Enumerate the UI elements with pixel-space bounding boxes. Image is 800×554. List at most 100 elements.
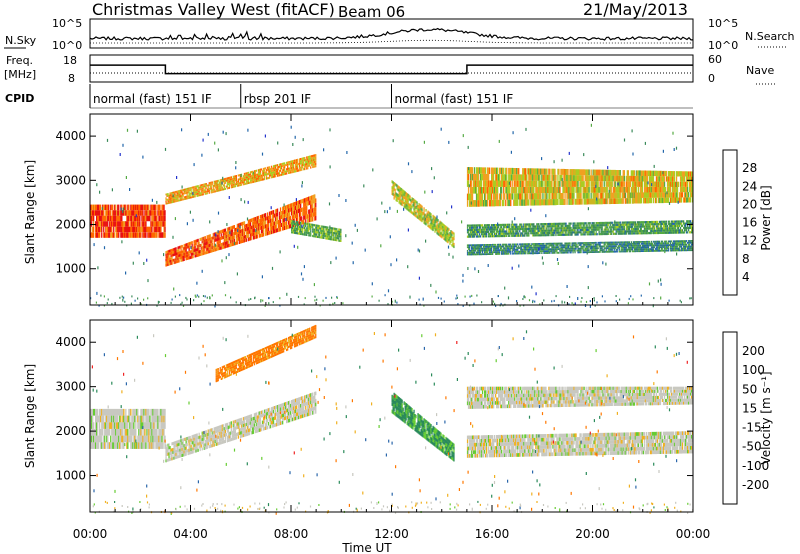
power-cell xyxy=(613,223,615,227)
power-cell xyxy=(93,215,95,222)
power-cell xyxy=(183,188,185,191)
power-cell xyxy=(672,192,675,198)
power-cell xyxy=(467,228,470,232)
power-cell xyxy=(192,188,194,191)
power-cell xyxy=(541,180,543,187)
power-cell xyxy=(170,262,172,265)
power-cell xyxy=(570,175,572,181)
power-cell xyxy=(561,199,563,205)
power-cell xyxy=(519,174,521,181)
power-cell xyxy=(250,179,253,182)
power-cell xyxy=(569,222,571,225)
power-cell xyxy=(393,184,395,188)
power-cell xyxy=(660,231,663,234)
power-cell xyxy=(177,197,179,200)
power-cell xyxy=(192,249,194,253)
power-cell xyxy=(201,237,203,241)
power-cell xyxy=(675,229,678,232)
power-cell xyxy=(176,194,178,197)
power-cell xyxy=(311,195,313,200)
power-cell xyxy=(580,226,582,229)
power-cell xyxy=(306,233,308,236)
power-cell xyxy=(648,181,651,187)
power-cell xyxy=(244,182,247,185)
power-cell xyxy=(204,239,206,243)
power-cell xyxy=(561,180,563,187)
power-cell xyxy=(529,174,531,181)
power-cell xyxy=(167,200,169,203)
power-cell xyxy=(672,171,675,177)
power-cell xyxy=(476,193,479,201)
power-cell xyxy=(201,184,203,186)
power-cell xyxy=(287,167,289,170)
power-cell xyxy=(609,169,611,176)
power-cell xyxy=(143,232,145,238)
power-cell xyxy=(282,218,284,223)
power-cell xyxy=(689,220,691,223)
power-cell xyxy=(171,256,173,260)
power-cell xyxy=(324,234,326,237)
power-cell xyxy=(406,204,408,208)
power-cell xyxy=(226,241,228,245)
power-cell xyxy=(599,233,601,236)
power-cell xyxy=(589,175,591,182)
power-cell xyxy=(217,234,219,238)
power-cell xyxy=(640,223,642,226)
power-cell xyxy=(604,224,606,227)
power-cell xyxy=(548,174,550,181)
power-cell xyxy=(539,199,541,206)
power-cell xyxy=(223,232,225,236)
power-cell xyxy=(326,232,328,236)
power-cell xyxy=(659,225,662,228)
power-cell xyxy=(530,227,532,230)
power-cell xyxy=(620,228,622,231)
power-cell xyxy=(291,164,293,167)
power-cell xyxy=(301,207,303,212)
power-cell xyxy=(327,237,329,240)
power-cell xyxy=(237,182,239,185)
power-cell xyxy=(469,224,472,227)
power-cell xyxy=(632,230,634,233)
power-cell xyxy=(257,219,260,224)
power-cell xyxy=(686,197,688,203)
power-cell xyxy=(466,200,469,207)
power-cell xyxy=(237,237,239,241)
power-cell xyxy=(259,226,262,230)
power-cell xyxy=(243,181,246,183)
power-cell xyxy=(508,223,510,226)
power-cell xyxy=(309,213,311,218)
power-cell xyxy=(497,167,499,174)
power-cell xyxy=(103,215,105,222)
power-cell xyxy=(392,192,394,196)
power-cell xyxy=(301,166,303,169)
power-cell xyxy=(313,154,315,157)
power-cell xyxy=(404,191,406,195)
power-cell xyxy=(545,223,547,226)
power-cell xyxy=(266,173,269,176)
power-cell xyxy=(614,223,616,227)
power-cell xyxy=(498,232,500,235)
power-cell xyxy=(262,221,265,226)
power-cell xyxy=(683,187,685,193)
power-cell xyxy=(657,170,660,177)
power-cell xyxy=(524,199,526,206)
power-cell xyxy=(580,175,582,182)
power-cell xyxy=(433,215,435,219)
power-cell xyxy=(669,229,672,232)
power-cell xyxy=(497,230,499,233)
power-cell xyxy=(395,198,397,202)
power-cell xyxy=(554,193,556,200)
power-cell xyxy=(660,225,663,228)
power-cell xyxy=(620,187,622,193)
power-cell xyxy=(496,232,498,235)
power-cell xyxy=(574,198,576,205)
power-cell xyxy=(403,196,405,200)
power-cell xyxy=(431,227,433,231)
power-cell xyxy=(408,197,410,201)
power-cell xyxy=(305,161,307,164)
power-cell xyxy=(557,180,559,187)
power-cell xyxy=(406,207,408,211)
power-cell xyxy=(550,225,552,228)
power-cell xyxy=(562,168,564,175)
power-cell xyxy=(407,202,409,206)
